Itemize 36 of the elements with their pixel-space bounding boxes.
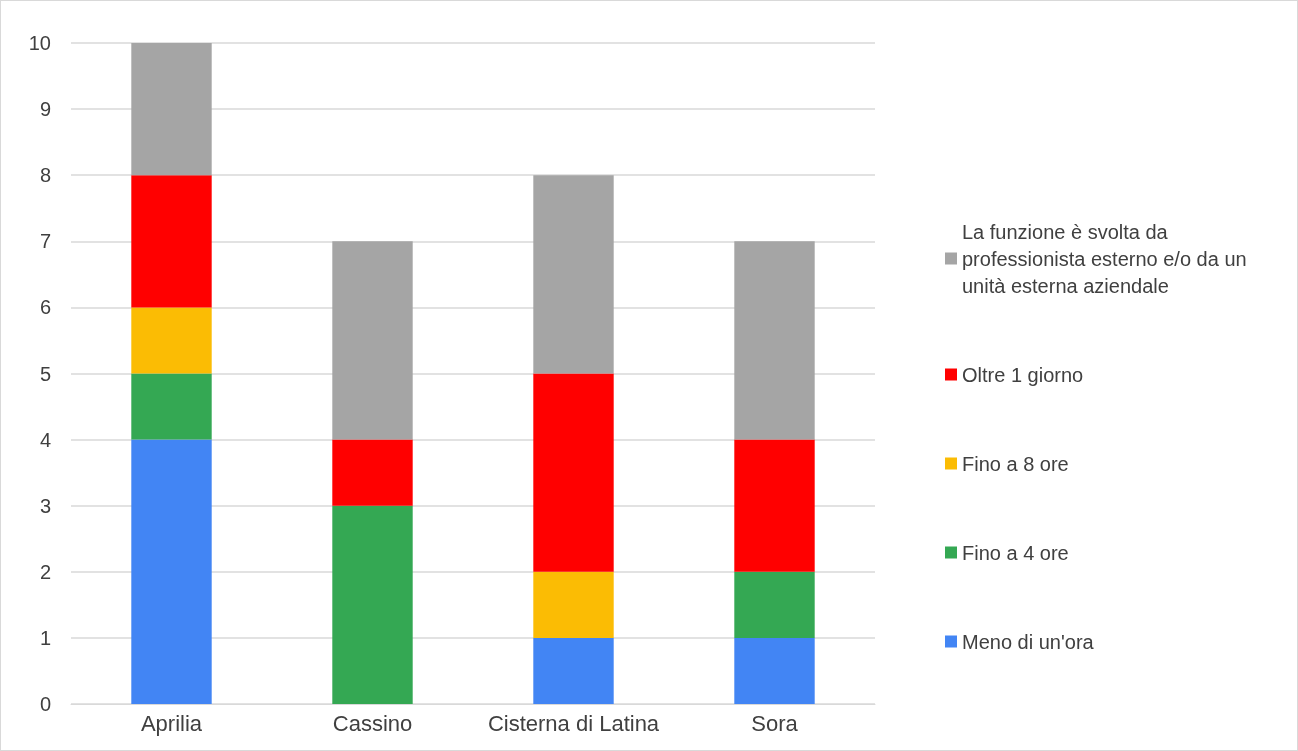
bar xyxy=(734,637,815,704)
y-tick-label: 6 xyxy=(39,296,51,319)
bar xyxy=(332,439,413,506)
bar xyxy=(131,43,212,176)
legend-label: Fino a 4 ore xyxy=(962,541,1069,564)
legend-label: Fino a 8 ore xyxy=(962,452,1069,475)
y-tick-label: 3 xyxy=(39,494,51,517)
y-tick-label: 2 xyxy=(39,560,51,583)
bar xyxy=(533,373,614,572)
bar xyxy=(131,439,212,704)
y-tick-label: 4 xyxy=(39,428,51,451)
legend-label: Oltre 1 giorno xyxy=(962,363,1084,386)
y-tick-label: 0 xyxy=(39,693,51,715)
x-tick-label: Sora xyxy=(751,710,799,736)
y-tick-label: 10 xyxy=(28,32,51,54)
bar xyxy=(332,241,413,440)
y-tick-label: 7 xyxy=(39,230,51,253)
bar xyxy=(734,439,815,572)
bar xyxy=(734,241,815,440)
bar xyxy=(131,373,212,440)
bar xyxy=(332,505,413,704)
y-tick-label: 5 xyxy=(39,362,51,385)
bar xyxy=(131,307,212,374)
bar xyxy=(533,175,614,374)
bar xyxy=(734,571,815,638)
y-tick-label: 8 xyxy=(39,164,51,187)
x-tick-label: Cassino xyxy=(332,710,413,736)
y-tick-label: 1 xyxy=(39,626,51,649)
bar xyxy=(131,175,212,308)
legend-label: Meno di un'ora xyxy=(962,630,1095,653)
y-tick-label: 9 xyxy=(39,98,51,121)
x-tick-label: Cisterna di Latina xyxy=(487,710,660,736)
x-tick-label: Aprilia xyxy=(140,710,203,736)
bar xyxy=(533,571,614,638)
bar xyxy=(533,637,614,704)
legend-label: La funzione è svolta da professionista esterno e/o da un unità esterna aziendale xyxy=(962,220,1253,297)
